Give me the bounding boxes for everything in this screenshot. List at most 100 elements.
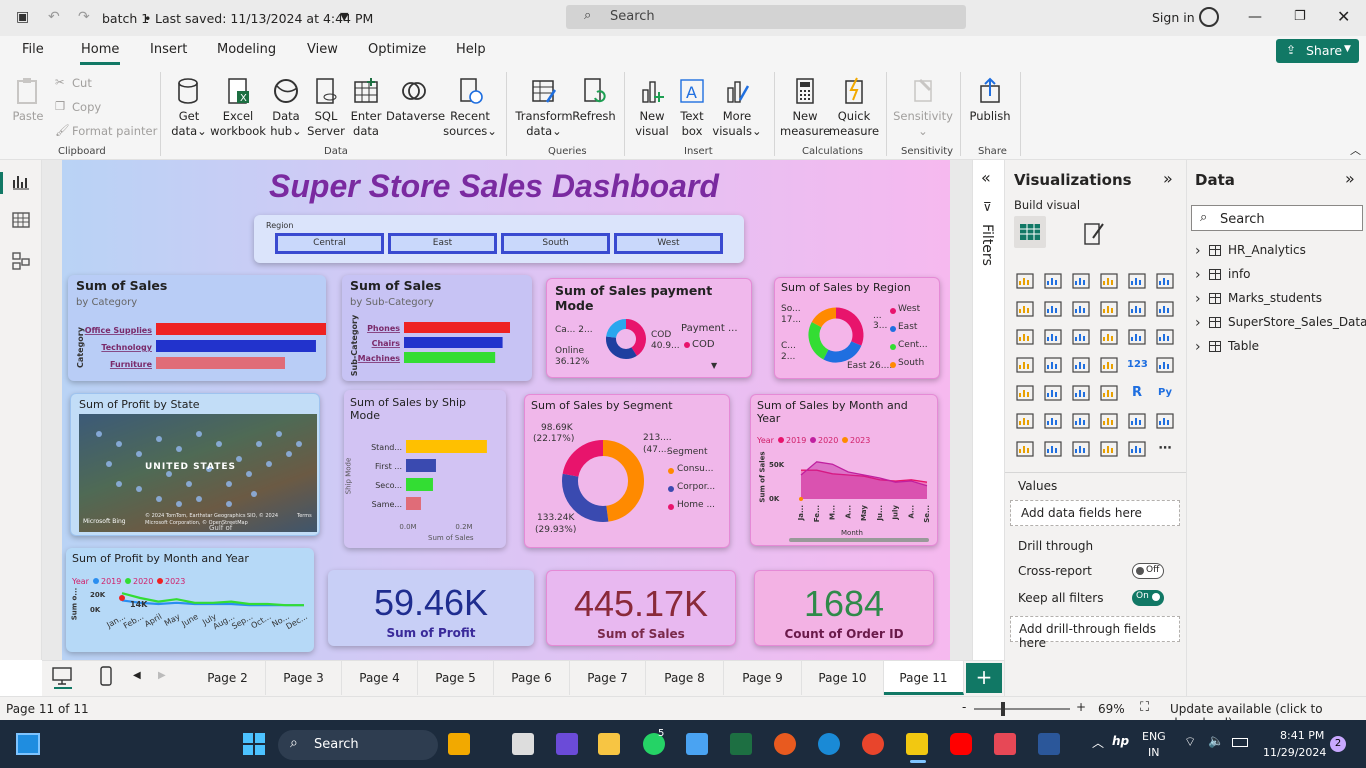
treemap-visual-icon[interactable] [1155, 328, 1175, 346]
publish-button[interactable]: Publish [966, 74, 1014, 124]
battery-icon[interactable] [1232, 738, 1248, 747]
gauge-visual-icon[interactable] [1099, 356, 1119, 374]
minimize-icon[interactable]: — [1248, 9, 1262, 25]
report-view-icon[interactable] [12, 174, 30, 190]
volume-icon[interactable]: 🔈 [1208, 734, 1225, 749]
add-page-button[interactable]: + [966, 663, 1002, 693]
funnel-ribbon-visual-icon[interactable] [1015, 328, 1035, 346]
clock-time[interactable]: 8:41 PM [1280, 729, 1325, 742]
quick-measure-button[interactable]: Quick measure [828, 74, 880, 139]
power-apps-visual-icon[interactable] [1043, 440, 1063, 458]
slicer-option-central[interactable]: Central [275, 233, 384, 254]
expand-chevron-icon[interactable]: › [1195, 291, 1201, 307]
filled-map-visual-icon[interactable] [1043, 356, 1063, 374]
map[interactable]: UNITED STATES Gulf of Microsoft Bing © 2… [79, 414, 317, 532]
menu-insert[interactable]: Insert [150, 42, 188, 57]
data-table-item[interactable]: SuperStore_Sales_Datas... [1228, 315, 1366, 329]
slicer-option-south[interactable]: South [501, 233, 610, 254]
wifi-icon[interactable]: ⌔ [1184, 735, 1197, 750]
matrix-visual-icon[interactable] [1099, 384, 1119, 402]
meet-app-icon[interactable] [556, 733, 578, 755]
sql-server-button[interactable]: SQL Server [306, 74, 346, 139]
key-influencers-visual-icon[interactable] [1015, 412, 1035, 430]
card-visual-icon[interactable]: 123 [1127, 359, 1148, 370]
cut-button[interactable]: Cut [72, 76, 92, 90]
python-visual-icon[interactable]: Py [1157, 387, 1173, 398]
keep-filters-toggle[interactable]: On [1132, 590, 1164, 606]
page-tab[interactable]: Page 7 [570, 661, 646, 695]
collapse-icon[interactable]: » [1345, 169, 1355, 188]
notification-badge[interactable]: 2 [1330, 736, 1346, 752]
format-painter-button[interactable]: Format painter [72, 124, 158, 138]
transform-data-button[interactable]: Transform data⌄ [514, 74, 574, 139]
fit-page-icon[interactable]: ⛶ [1140, 700, 1150, 715]
snipping-tool-icon[interactable] [994, 733, 1016, 755]
data-hub-button[interactable]: Data hub⌄ [266, 74, 306, 139]
slicer-option-east[interactable]: East [388, 233, 497, 254]
zoom-in-icon[interactable]: + [1076, 700, 1087, 714]
next-page-icon[interactable]: ▶ [158, 670, 166, 681]
qa-visual-icon[interactable] [1071, 412, 1091, 430]
r-visual-visual-icon[interactable]: R [1131, 385, 1142, 400]
undo-icon[interactable]: ↶ [48, 9, 60, 25]
expand-chevron-icon[interactable]: › [1195, 339, 1201, 355]
metrics-visual-icon[interactable] [1015, 440, 1035, 458]
task-view-icon[interactable] [512, 733, 534, 755]
power-bi-icon[interactable] [906, 733, 928, 755]
page-tab[interactable]: Page 4 [342, 661, 418, 695]
copy-button[interactable]: Copy [72, 100, 102, 114]
page-tab[interactable]: Page 3 [266, 661, 342, 695]
waterfall-visual-icon[interactable] [1155, 300, 1175, 318]
build-visual-tab[interactable] [1014, 216, 1046, 248]
stacked-bar-visual-icon[interactable] [1015, 272, 1035, 290]
stacked-area-visual-icon[interactable] [1071, 300, 1091, 318]
file-explorer-icon[interactable] [598, 733, 620, 755]
whatsapp-icon[interactable] [643, 733, 665, 755]
enter-data-button[interactable]: Enter data [346, 74, 386, 139]
get-data-button[interactable]: Get data⌄ [168, 74, 210, 139]
pie-visual-icon[interactable] [1099, 328, 1119, 346]
values-drop-zone[interactable]: Add data fields here [1010, 500, 1180, 526]
page-tab[interactable]: Page 6 [494, 661, 570, 695]
save-icon[interactable]: ▣ [16, 9, 30, 25]
account-icon[interactable] [1199, 7, 1219, 27]
menu-home[interactable]: Home [81, 42, 120, 57]
scatter-visual-icon[interactable] [1071, 328, 1091, 346]
search-box[interactable]: ⌕ Search [566, 5, 966, 29]
table-view-icon[interactable] [12, 212, 30, 228]
ribbon-visual-icon[interactable] [1127, 300, 1147, 318]
page-tab[interactable]: Page 2 [190, 661, 266, 695]
data-table-item[interactable]: Marks_students [1228, 291, 1322, 305]
paste-button[interactable]: Paste [10, 74, 46, 124]
desktop-layout-icon[interactable] [52, 667, 72, 685]
filters-pane-collapsed[interactable]: « ⊽ Filters [972, 160, 1004, 660]
prev-page-icon[interactable]: ◀ [133, 670, 141, 681]
data-table-item[interactable]: HR_Analytics [1228, 243, 1306, 257]
chevron-visual-icon[interactable] [1127, 440, 1147, 458]
collapse-icon[interactable]: » [1163, 169, 1173, 188]
line-column-visual-icon[interactable] [1099, 300, 1119, 318]
clustered-bar-visual-icon[interactable] [1071, 272, 1091, 290]
data-table-item[interactable]: info [1228, 267, 1251, 281]
chrome-icon[interactable] [862, 733, 884, 755]
collapse-ribbon-icon[interactable]: ︿ [1350, 144, 1361, 157]
expand-icon[interactable]: « [981, 168, 991, 187]
youtube-icon[interactable] [950, 733, 972, 755]
menu-view[interactable]: View [307, 42, 338, 57]
widgets-icon[interactable] [16, 733, 40, 755]
data-table-item[interactable]: Table [1228, 339, 1260, 353]
kpi-visual-icon[interactable] [1015, 384, 1035, 402]
maximize-icon[interactable]: ❐ [1294, 9, 1306, 24]
recent-sources-button[interactable]: Recent sources⌄ [442, 74, 498, 139]
notepad-icon[interactable] [686, 733, 708, 755]
language-indicator[interactable]: ENG [1142, 730, 1166, 743]
expand-chevron-icon[interactable]: › [1195, 315, 1201, 331]
zoom-out-icon[interactable]: - [962, 700, 967, 714]
refresh-button[interactable]: Refresh [572, 74, 616, 124]
expand-chevron-icon[interactable]: › [1195, 243, 1201, 259]
excel-workbook-button[interactable]: X Excel workbook [210, 74, 266, 139]
narrative-visual-icon[interactable] [1099, 412, 1119, 430]
menu-file[interactable]: File [22, 42, 44, 57]
dataverse-button[interactable]: Dataverse [386, 74, 445, 124]
word-app-icon[interactable] [1038, 733, 1060, 755]
